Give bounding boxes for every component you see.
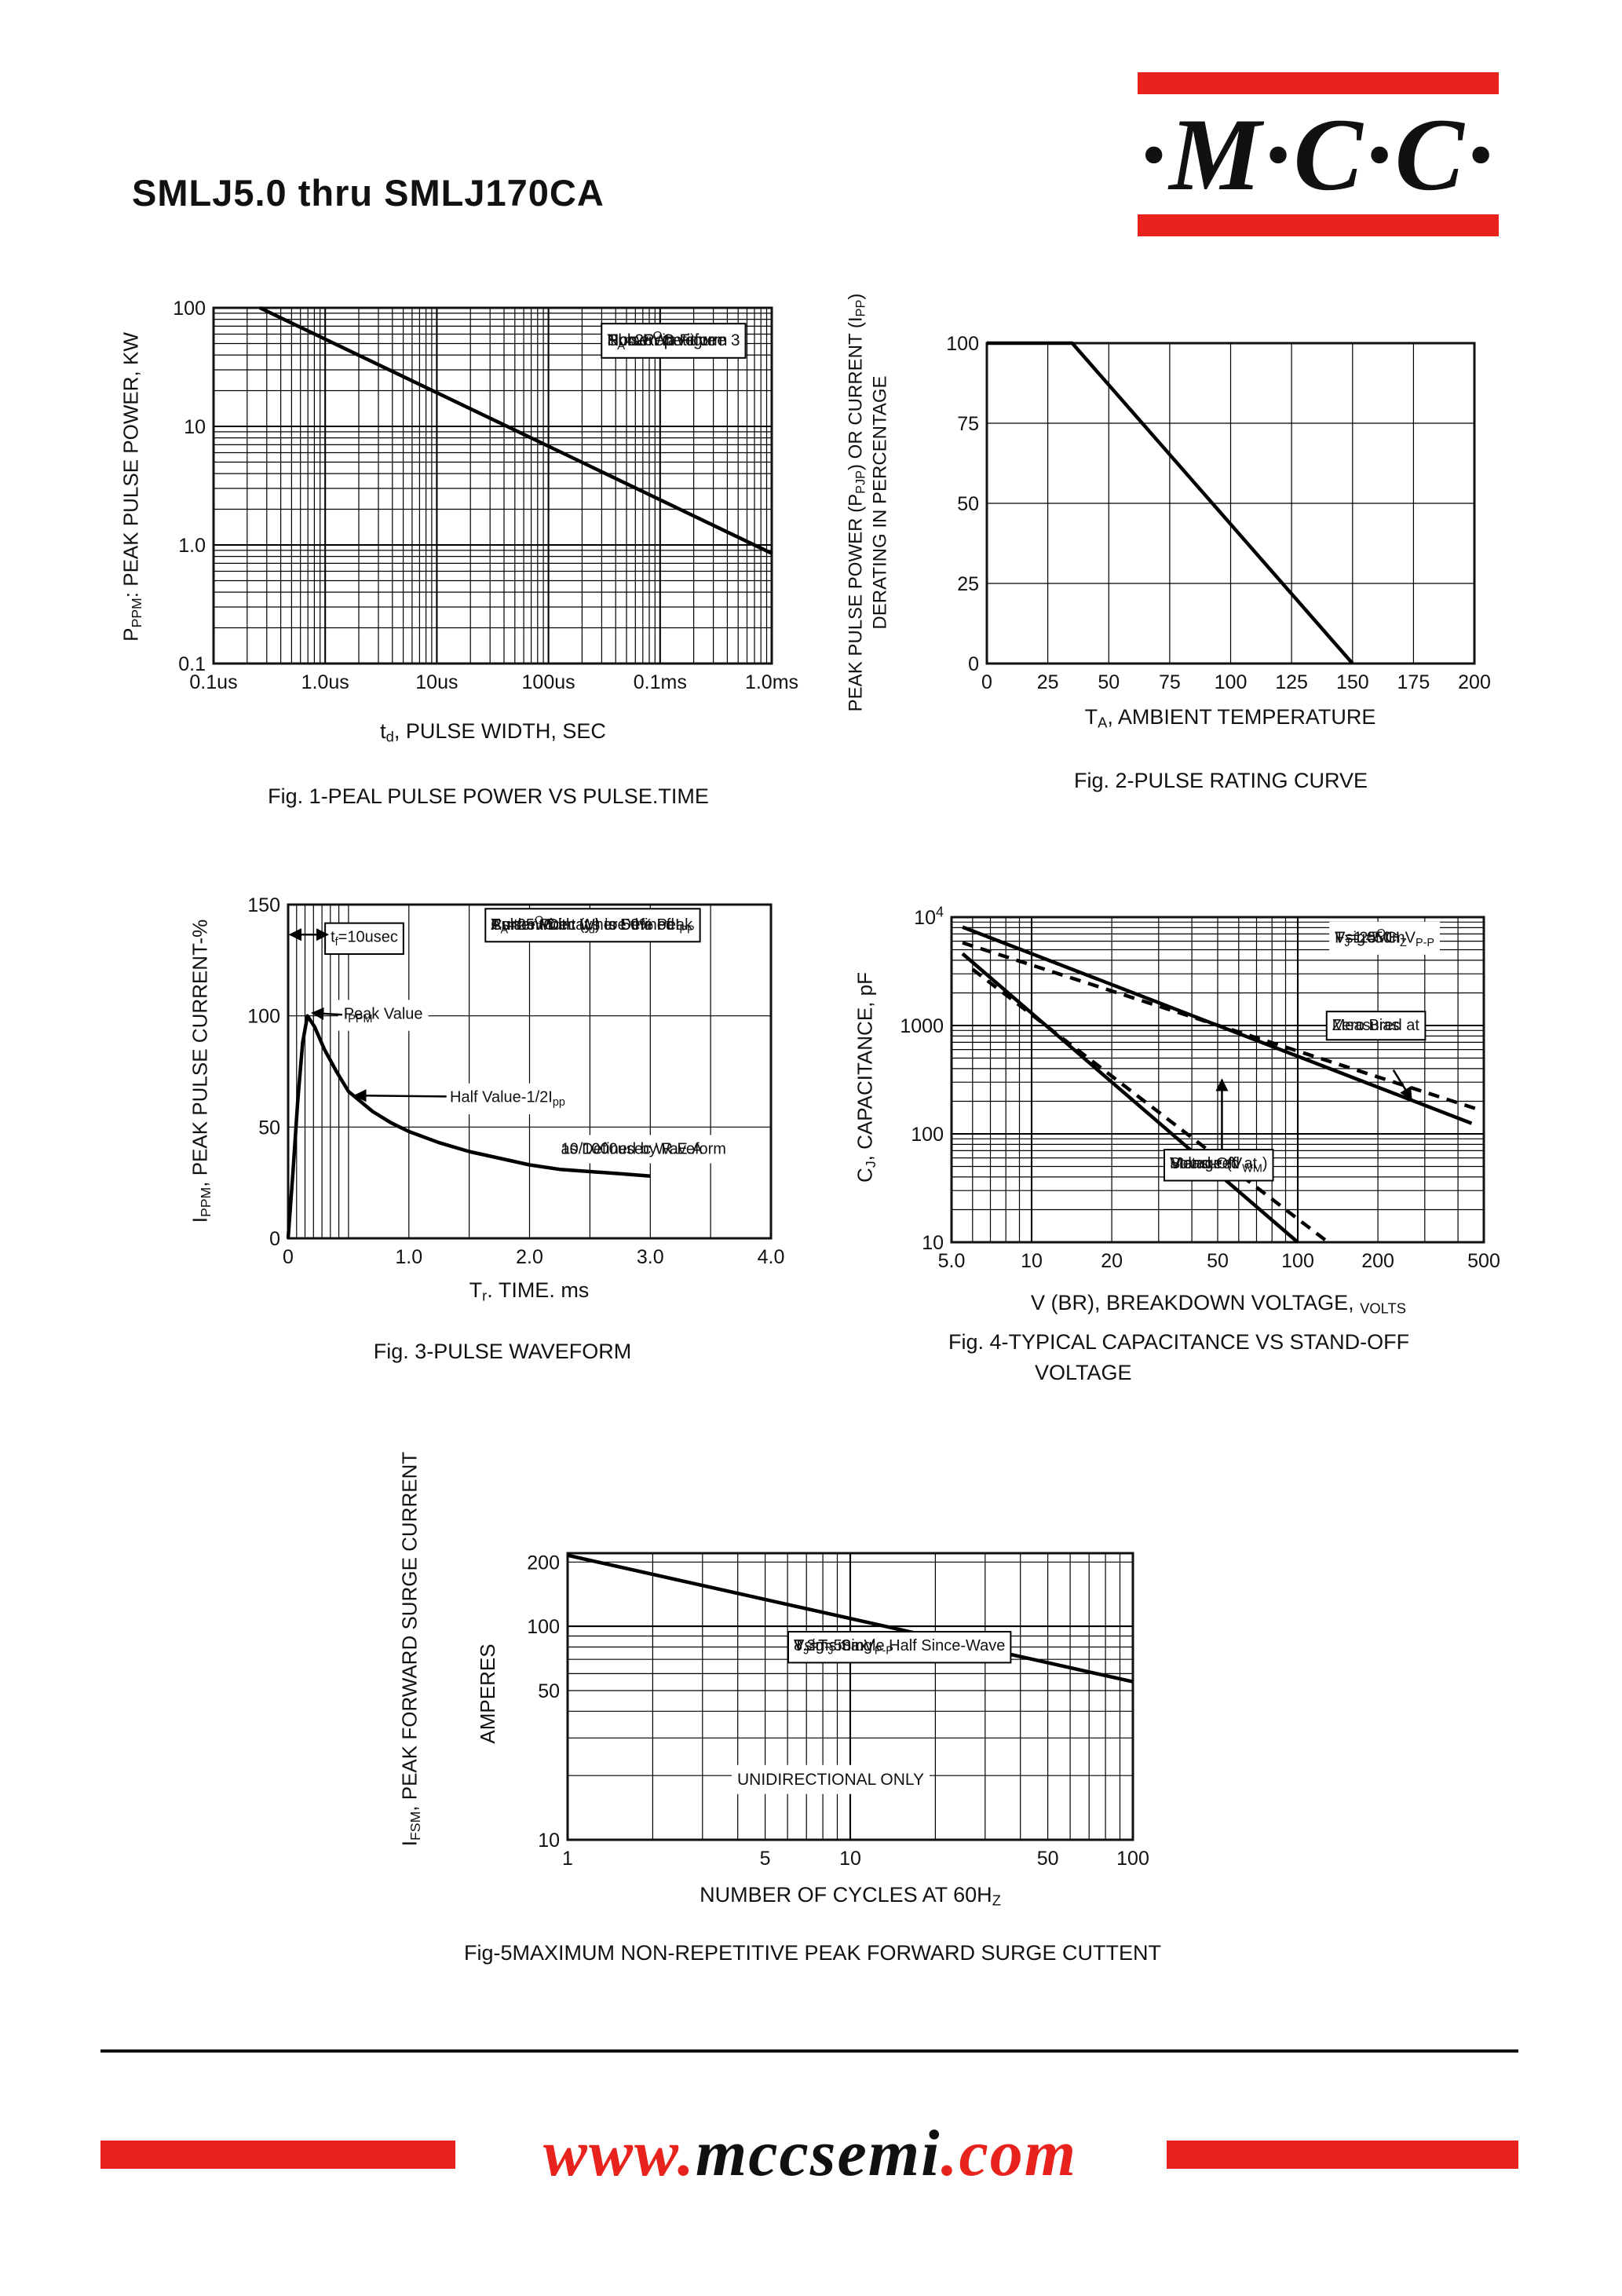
svg-text:0.1us: 0.1us xyxy=(189,671,237,693)
fig4-y-axis-label: CJ, CAPACITANCE, pF xyxy=(853,972,879,1183)
svg-text:Measured atZero Bias: Measured atZero Bias xyxy=(1332,1017,1420,1034)
svg-text:0.1: 0.1 xyxy=(178,653,206,675)
svg-text:5.0: 5.0 xyxy=(938,1250,966,1272)
page-title: SMLJ5.0 thru SMLJ170CA xyxy=(132,172,605,214)
svg-text:0: 0 xyxy=(968,653,979,675)
svg-text:150: 150 xyxy=(1336,671,1369,693)
svg-text:3.0: 3.0 xyxy=(637,1246,664,1268)
fig3-plot: 0 1.0 2.0 3.0 4.0 150 100 50 0 tf=10usec TA=25OCPu… xyxy=(247,894,785,1268)
fig3-x-axis-label: Tr. TIME. ms xyxy=(469,1278,590,1304)
svg-text:5: 5 xyxy=(760,1848,771,1870)
svg-text:200: 200 xyxy=(1361,1250,1394,1272)
footer-divider xyxy=(100,2049,1518,2053)
svg-text:0: 0 xyxy=(269,1228,280,1250)
svg-text:100: 100 xyxy=(173,298,206,320)
svg-text:Non-RepetitivePulse WaveformSh: Non-RepetitivePulse WaveformShown in Fig… xyxy=(607,329,740,353)
svg-text:100: 100 xyxy=(527,1616,560,1638)
svg-text:75: 75 xyxy=(957,413,979,435)
fig2-plot: 0 25 50 75 100 125 150 175 200 100 75 50 25 0 xyxy=(946,333,1491,693)
logo-top-bar xyxy=(1138,72,1499,94)
svg-text:10: 10 xyxy=(922,1232,944,1254)
fig1-x-axis-label: td, PULSE WIDTH, SEC xyxy=(380,719,606,745)
footer-url-brand: mccsemi xyxy=(695,2117,941,2190)
svg-text:10: 10 xyxy=(538,1830,560,1852)
fig4-x-axis-label: V (BR), BREAKDOWN VOLTAGE, VOLTS xyxy=(1031,1291,1406,1317)
svg-text:4.0: 4.0 xyxy=(758,1246,785,1268)
svg-text:0: 0 xyxy=(283,1246,294,1268)
fig1-caption: Fig. 1-PEAL PULSE POWER VS PULSE.TIME xyxy=(268,784,709,808)
logo-text: ·M·C·C· xyxy=(1140,97,1496,212)
fig4-caption: Fig. 4-TYPICAL CAPACITANCE VS STAND-OFF … xyxy=(948,1327,1409,1388)
svg-text:1000: 1000 xyxy=(900,1015,944,1037)
svg-text:100: 100 xyxy=(946,333,979,355)
svg-text:200: 200 xyxy=(527,1552,560,1574)
logo-bottom-bar xyxy=(1138,214,1499,237)
svg-text:tf=10usec: tf=10usec xyxy=(331,929,398,949)
svg-text:25: 25 xyxy=(957,573,979,595)
fig5-plot: 1 5 10 50 100 200 100 50 10 TJ=TJ max8.3ms Single… xyxy=(527,1552,1149,1870)
fig4-caption-line1: Fig. 4-TYPICAL CAPACITANCE VS STAND-OFF xyxy=(948,1330,1410,1354)
svg-text:50: 50 xyxy=(1207,1250,1229,1272)
mcc-logo: ·M·C·C· xyxy=(1138,72,1499,237)
svg-text:TA=25OCPulse Width (td) is Def: TA=25OCPulse Width (td) is DefinedAs the… xyxy=(491,914,694,936)
svg-text:TJ=TJ max8.3ms Single Half Sin: TJ=TJ max8.3ms Single Half Since-WaveVsi… xyxy=(794,1637,1005,1657)
fig3-y-axis-label: IPPM, PEAK PULSE CURRENT-% xyxy=(188,919,214,1223)
svg-text:1.0ms: 1.0ms xyxy=(745,671,798,693)
svg-text:0: 0 xyxy=(981,671,992,693)
footer-right-bar xyxy=(1167,2141,1518,2169)
svg-text:10: 10 xyxy=(184,416,206,438)
fig2-x-axis-label: TA, AMBIENT TEMPERATURE xyxy=(1084,705,1376,731)
svg-text:10/1000usec Waveformas Defined: 10/1000usec Waveformas Defined by R.E.A xyxy=(561,1141,725,1158)
svg-text:50: 50 xyxy=(258,1117,280,1139)
fig4-plot: 5.0102050100200500104​100010010TJ=25OCF=… xyxy=(900,905,1500,1273)
fig4-caption-line2: VOLTAGE xyxy=(1035,1361,1132,1385)
svg-text:UNIDIRECTIONAL ONLY: UNIDIRECTIONAL ONLY xyxy=(737,1771,924,1789)
svg-text:50: 50 xyxy=(538,1680,560,1702)
svg-text:2.0: 2.0 xyxy=(516,1246,543,1268)
svg-text:200: 200 xyxy=(1458,671,1491,693)
svg-text:50: 50 xyxy=(1037,1848,1059,1870)
fig3-caption: Fig. 3-PULSE WAVEFORM xyxy=(373,1340,632,1363)
svg-text:50: 50 xyxy=(957,493,979,515)
svg-text:10: 10 xyxy=(839,1848,861,1870)
svg-text:104​: 104​ xyxy=(914,905,944,930)
svg-text:Peak ValueIPPM​: Peak ValueIPPM​ xyxy=(344,1005,423,1025)
svg-text:150: 150 xyxy=(247,894,280,916)
footer-url-www: www. xyxy=(542,2117,696,2190)
svg-text:1.0: 1.0 xyxy=(395,1246,422,1268)
svg-text:20: 20 xyxy=(1101,1250,1123,1272)
svg-text:100: 100 xyxy=(1215,671,1248,693)
svg-text:0.1ms: 0.1ms xyxy=(634,671,687,693)
fig5-x-axis-label: NUMBER OF CYCLES AT 60HZ xyxy=(700,1883,1001,1909)
svg-text:100: 100 xyxy=(247,1006,280,1028)
svg-text:50: 50 xyxy=(1098,671,1120,693)
svg-text:100: 100 xyxy=(1116,1848,1149,1870)
svg-text:1: 1 xyxy=(562,1848,573,1870)
svg-text:1.0: 1.0 xyxy=(178,535,206,557)
svg-text:100: 100 xyxy=(1281,1250,1314,1272)
svg-text:75: 75 xyxy=(1159,671,1181,693)
fig5-y-axis-units-label: AMPERES xyxy=(475,1643,499,1744)
svg-text:175: 175 xyxy=(1397,671,1430,693)
footer-url: www.mccsemi.com xyxy=(543,2115,1077,2192)
footer-left-bar xyxy=(100,2141,455,2169)
svg-text:TJ=25OCF=1.0MHZ​Vsig=50mVP-P​: TJ=25OCF=1.0MHZ​Vsig=50mVP-P​ xyxy=(1335,927,1434,949)
fig2-y-axis-label: PEAK PULSE POWER (PPJP) OR CURRENT (IPP)… xyxy=(845,293,891,712)
svg-text:10us: 10us xyxy=(415,671,458,693)
svg-text:100us: 100us xyxy=(522,671,575,693)
svg-text:125: 125 xyxy=(1275,671,1308,693)
fig2-caption: Fig. 2-PULSE RATING CURVE xyxy=(1073,769,1368,792)
svg-text:100: 100 xyxy=(911,1124,944,1146)
svg-text:500: 500 xyxy=(1467,1250,1500,1272)
svg-text:Half Value-1/2Ipp​: Half Value-1/2Ipp​ xyxy=(450,1089,565,1109)
svg-text:1.0us: 1.0us xyxy=(301,671,349,693)
fig5-y-axis-label: IFSM, PEAK FORWARD SURGE CURRENT xyxy=(397,1451,424,1847)
footer-url-com: .com xyxy=(941,2117,1078,2190)
svg-text:Measured atStand-OffVoltage (V: Measured atStand-OffVoltage (VWM) xyxy=(1170,1155,1268,1175)
svg-text:25: 25 xyxy=(1037,671,1059,693)
svg-text:10: 10 xyxy=(1021,1250,1043,1272)
fig5-caption: Fig-5MAXIMUM NON-REPETITIVE PEAK FORWARD… xyxy=(463,1941,1162,1965)
fig1-plot: 0.1us 1.0us 10us 100us 0.1ms 1.0ms 100 10 1.0 0.1… xyxy=(173,298,798,693)
